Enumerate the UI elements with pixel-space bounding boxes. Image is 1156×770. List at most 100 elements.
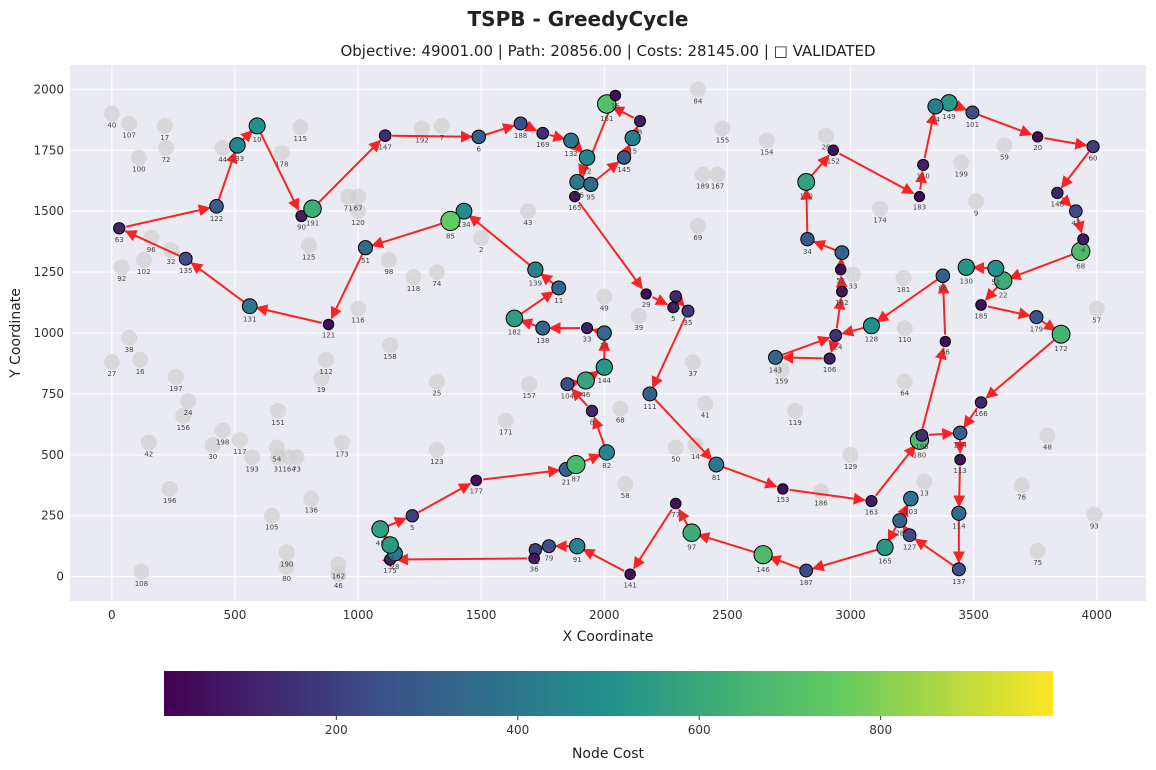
tour-edge: [697, 532, 757, 554]
tour-edge: [978, 114, 1033, 137]
tour-edge: [781, 351, 823, 364]
unselected-node: [135, 251, 152, 268]
node-label: 67: [354, 205, 363, 213]
node-label: 172: [1054, 345, 1067, 353]
node-label: 100: [132, 166, 145, 174]
y-tick-label: 1750: [33, 143, 64, 157]
node-label: 59: [1000, 153, 1009, 161]
node-label: 110: [916, 172, 929, 180]
selected-node: [799, 563, 814, 578]
unselected-node: [156, 117, 173, 134]
node-label: 162: [332, 572, 345, 580]
colorbar-tick-label: 800: [869, 723, 892, 737]
node-label: 110: [898, 336, 911, 344]
node-label: 147: [378, 143, 391, 151]
node-label: 98: [384, 268, 393, 276]
selected-node: [371, 520, 390, 538]
selected-node: [303, 199, 322, 218]
selected-node: [800, 232, 815, 247]
selected-node: [551, 280, 567, 296]
node-label: 21: [562, 478, 571, 486]
selected-node: [405, 509, 419, 523]
selected-node: [836, 285, 848, 298]
unselected-node: [694, 166, 711, 183]
selected-node: [682, 523, 701, 543]
tour-edge: [483, 465, 561, 481]
node-label: 9: [974, 209, 978, 217]
selected-nodes: [113, 89, 1100, 580]
selected-node: [913, 190, 926, 203]
node-label: 96: [147, 246, 156, 254]
unselected-node: [714, 120, 731, 137]
node-label: 162: [835, 299, 848, 307]
selected-node: [455, 202, 473, 220]
node-label: 16: [611, 103, 620, 111]
node-label: 13: [920, 490, 929, 498]
selected-node: [248, 117, 266, 135]
node-label: 190: [280, 560, 293, 568]
node-label: 37: [688, 370, 697, 378]
selected-node: [505, 309, 524, 328]
tour-edge: [972, 261, 989, 274]
selected-node: [596, 325, 612, 341]
node-label: 74: [432, 280, 441, 288]
selected-node: [862, 317, 880, 335]
node-label: 30: [208, 453, 217, 461]
tour-edge: [582, 453, 602, 465]
node-label: 44: [218, 156, 227, 164]
node-label: 14: [691, 453, 700, 461]
node-label: 136: [305, 507, 319, 515]
unselected-node: [180, 393, 197, 410]
tour-edge: [571, 388, 588, 407]
colorbar-tick-label: 400: [506, 723, 529, 737]
unselected-node: [497, 412, 514, 429]
unselected-node: [842, 446, 859, 463]
node-label: 195: [915, 443, 928, 451]
selected-node: [471, 129, 487, 145]
tour-edge: [524, 120, 538, 132]
unselected-node: [953, 154, 970, 171]
tour-edge: [1060, 151, 1090, 189]
node-label: 20: [1033, 144, 1042, 152]
unselected-node: [103, 105, 120, 122]
node-label: 133: [231, 155, 244, 163]
node-label: 64: [900, 390, 909, 398]
node-label: 124: [829, 343, 843, 351]
node-label: 31: [274, 465, 283, 473]
tour-edge: [828, 339, 840, 353]
unselected-node: [687, 437, 704, 454]
node-label: 166: [974, 410, 988, 418]
node-label: 198: [216, 438, 229, 446]
node-label: 46: [581, 391, 590, 399]
tour-edge: [633, 508, 673, 570]
node-label: 87: [572, 476, 581, 484]
node-label: 28: [821, 144, 830, 152]
node-label: 125: [302, 253, 315, 261]
tour-edge: [987, 305, 1031, 320]
node-label: 165: [568, 204, 581, 212]
unselected-node: [288, 449, 305, 466]
unselected-node: [630, 307, 647, 324]
node-label: 40: [107, 122, 116, 130]
selected-node: [229, 137, 246, 154]
tour-edge: [651, 317, 687, 389]
selected-node: [951, 505, 967, 521]
selected-node: [767, 349, 783, 365]
unselected-node: [773, 361, 790, 378]
node-label: 17: [160, 134, 169, 142]
colorbar-label: Node Cost: [572, 746, 645, 762]
unselected-node: [113, 259, 130, 276]
tour-edge: [1041, 319, 1057, 332]
tour-edge: [1058, 194, 1072, 208]
tour-edge: [519, 291, 554, 316]
selected-node: [209, 199, 224, 214]
y-tick-label: 0: [56, 570, 64, 584]
tour-edge: [963, 407, 978, 429]
unselected-node: [244, 449, 261, 466]
selected-node: [939, 335, 952, 348]
node-label: 51: [361, 257, 370, 265]
unselected-node: [167, 368, 184, 385]
node-label: 154: [760, 149, 774, 157]
tour-edge: [330, 253, 364, 320]
selected-node: [902, 528, 917, 543]
